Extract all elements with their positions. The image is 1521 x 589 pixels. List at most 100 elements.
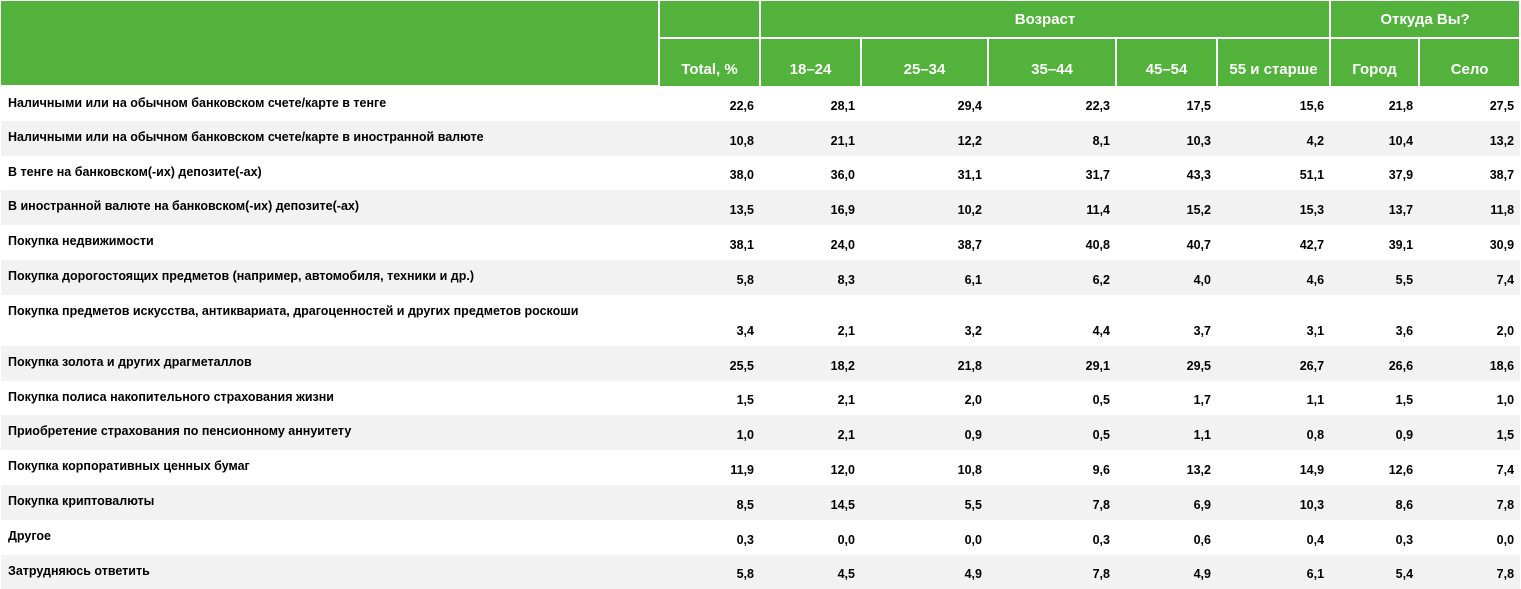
value-cell: 26,7: [1217, 345, 1331, 381]
header-group-age: Возраст: [758, 1, 1332, 39]
value-cell: 10,4: [1330, 120, 1420, 156]
value-cell: 13,2: [1419, 120, 1521, 156]
value-cell: 25,5: [659, 345, 760, 381]
table-row: Покупка дорогостоящих предметов (наприме…: [1, 259, 1521, 295]
table-row: Покупка золота и других драгметаллов 25,5…: [1, 345, 1521, 381]
row-label: В тенге на банковском(-их) депозите(-ах): [1, 155, 659, 191]
value-cell: 30,9: [1419, 225, 1521, 260]
table-row: Покупка предметов искусства, антиквариат…: [1, 294, 1521, 346]
value-cell: 7,4: [1419, 450, 1521, 485]
value-cell: 42,7: [1217, 225, 1331, 260]
value-cell: 0,3: [659, 519, 760, 555]
table-row: Покупка полиса накопительного страховани…: [1, 380, 1521, 416]
table-row: В тенге на банковском(-их) депозите(-ах)…: [1, 155, 1521, 191]
value-cell: 7,8: [1419, 484, 1521, 520]
value-cell: 2,0: [1419, 294, 1521, 346]
value-cell: 14,5: [760, 484, 861, 520]
header-blank-cell: [1, 1, 660, 87]
value-cell: 15,6: [1217, 86, 1331, 121]
value-cell: 43,3: [1116, 155, 1217, 191]
row-label: Наличными или на обычном банковском счет…: [1, 120, 659, 156]
table-row: Приобретение страхования по пенсионному …: [1, 415, 1521, 451]
value-cell: 11,8: [1419, 190, 1521, 226]
value-cell: 0,5: [988, 380, 1116, 416]
value-cell: 5,4: [1330, 554, 1420, 589]
value-cell: 21,8: [861, 345, 988, 381]
value-cell: 5,8: [659, 554, 760, 589]
value-cell: 5,5: [1330, 259, 1420, 295]
value-cell: 10,3: [1116, 120, 1217, 156]
value-cell: 8,6: [1330, 484, 1420, 520]
row-label: Покупка корпоративных ценных бумаг: [1, 450, 659, 485]
value-cell: 0,8: [1217, 415, 1331, 451]
value-cell: 11,9: [659, 450, 760, 485]
table-row: Покупка корпоративных ценных бумаг 11,9 12…: [1, 450, 1521, 485]
row-label: Покупка дорогостоящих предметов (наприме…: [1, 259, 659, 295]
value-cell: 8,5: [659, 484, 760, 520]
value-cell: 21,1: [760, 120, 861, 156]
value-cell: 7,8: [1419, 554, 1521, 589]
value-cell: 0,3: [1330, 519, 1420, 555]
value-cell: 24,0: [760, 225, 861, 260]
value-cell: 4,2: [1217, 120, 1331, 156]
value-cell: 38,1: [659, 225, 760, 260]
column-header-35-44: 35–44: [987, 38, 1117, 86]
value-cell: 0,4: [1217, 519, 1331, 555]
row-label: Покупка полиса накопительного страховани…: [1, 380, 659, 416]
row-label: Приобретение страхования по пенсионному …: [1, 415, 659, 451]
value-cell: 6,2: [988, 259, 1116, 295]
value-cell: 1,0: [659, 415, 760, 451]
value-cell: 22,3: [988, 86, 1116, 121]
value-cell: 3,7: [1116, 294, 1217, 346]
column-header-55-plus: 55 и старше: [1215, 38, 1332, 86]
value-cell: 40,7: [1116, 225, 1217, 260]
value-cell: 12,2: [861, 120, 988, 156]
value-cell: 10,3: [1217, 484, 1331, 520]
value-cell: 10,8: [861, 450, 988, 485]
value-cell: 0,0: [760, 519, 861, 555]
value-cell: 8,1: [988, 120, 1116, 156]
header-group-origin: Откуда Вы?: [1329, 1, 1521, 39]
table-row: Наличными или на обычном банковском счет…: [1, 120, 1521, 156]
value-cell: 16,9: [760, 190, 861, 226]
value-cell: 5,5: [861, 484, 988, 520]
value-cell: 1,7: [1116, 380, 1217, 416]
value-cell: 29,4: [861, 86, 988, 121]
row-label: Покупка предметов искусства, антиквариат…: [1, 294, 659, 346]
table-row: Покупка недвижимости 38,1 24,0 38,7 40,8 40,7…: [1, 225, 1521, 260]
row-label: Покупка криптовалюты: [1, 484, 659, 520]
value-cell: 2,1: [760, 380, 861, 416]
value-cell: 0,0: [1419, 519, 1521, 555]
value-cell: 4,5: [760, 554, 861, 589]
value-cell: 9,6: [988, 450, 1116, 485]
value-cell: 7,8: [988, 484, 1116, 520]
row-label: В иностранной валюте на банковском(-их) …: [1, 190, 659, 226]
value-cell: 38,7: [1419, 155, 1521, 191]
value-cell: 28,1: [760, 86, 861, 121]
column-header-city: Город: [1329, 38, 1421, 86]
column-header-total: Total, %: [658, 38, 761, 86]
table-row: В иностранной валюте на банковском(-их) …: [1, 190, 1521, 226]
column-header-25-34: 25–34: [860, 38, 989, 86]
column-header-45-54: 45–54: [1115, 38, 1218, 86]
value-cell: 12,6: [1330, 450, 1420, 485]
value-cell: 6,1: [1217, 554, 1331, 589]
value-cell: 21,8: [1330, 86, 1420, 121]
value-cell: 6,1: [861, 259, 988, 295]
table-header: Возраст Откуда Вы? Total, % 18–24 25–34 …: [1, 1, 1521, 87]
value-cell: 13,2: [1116, 450, 1217, 485]
value-cell: 40,8: [988, 225, 1116, 260]
value-cell: 18,2: [760, 345, 861, 381]
value-cell: 39,1: [1330, 225, 1420, 260]
value-cell: 4,9: [861, 554, 988, 589]
value-cell: 51,1: [1217, 155, 1331, 191]
value-cell: 0,0: [861, 519, 988, 555]
value-cell: 7,4: [1419, 259, 1521, 295]
table-row: Наличными или на обычном банковском счет…: [1, 86, 1521, 121]
row-label: Покупка золота и других драгметаллов: [1, 345, 659, 381]
value-cell: 31,7: [988, 155, 1116, 191]
value-cell: 13,5: [659, 190, 760, 226]
value-cell: 2,1: [760, 415, 861, 451]
value-cell: 2,1: [760, 294, 861, 346]
value-cell: 8,3: [760, 259, 861, 295]
